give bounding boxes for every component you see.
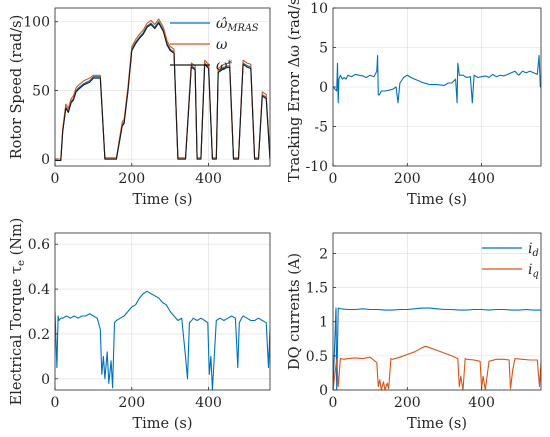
series-line-0 <box>55 21 270 162</box>
y-tick-label: 0 <box>41 372 50 388</box>
x-tick-label: 400 <box>195 171 222 187</box>
legend-entry: ω* <box>216 58 232 74</box>
y-tick-label: 0.2 <box>28 327 50 343</box>
y-tick-label: 1.5 <box>306 281 328 297</box>
y-tick-label: -10 <box>305 159 328 175</box>
legend-entry: ω̂MRAS <box>216 16 259 34</box>
series-line-0 <box>333 54 541 104</box>
y-tick-label: 50 <box>32 83 50 99</box>
plot-frame <box>54 232 271 391</box>
x-axis-label: Time (s) <box>132 192 192 208</box>
electrical-torque-panel: 0 200 400 0 0.2 0.4 0.6 Time (s) Electrical Torq… <box>9 218 271 432</box>
x-axis-label: Time (s) <box>407 192 467 208</box>
y-tick-label: 0.4 <box>28 282 50 298</box>
y-tick-label: 2 <box>319 246 328 262</box>
series-line-2 <box>55 22 270 162</box>
x-tick-label: 0 <box>51 171 60 187</box>
y-tick-label: 0 <box>41 152 50 168</box>
x-tick-label: 200 <box>394 171 421 187</box>
y-tick-label: 10 <box>310 1 328 17</box>
x-tick-label: 200 <box>118 171 145 187</box>
legend-entry: ω <box>216 37 228 53</box>
x-tick-label: 0 <box>329 171 338 187</box>
x-tick-label: 400 <box>468 395 495 411</box>
dq-currents-panel: 0 200 400 0 0.5 1 1.5 2 Time (s) DQ currents (A) i… <box>287 232 542 432</box>
y-tick-label: 5 <box>319 41 328 57</box>
y-axis-label: Rotor Speed (rad/s) <box>9 15 25 160</box>
y-tick-label: 0.5 <box>306 349 328 365</box>
x-tick-label: 200 <box>118 395 145 411</box>
series-line-0 <box>333 307 541 390</box>
y-tick-label: 100 <box>23 15 50 31</box>
x-axis-label: Time (s) <box>407 416 467 432</box>
series-line-1 <box>55 18 270 160</box>
legend-entry: iq <box>528 262 539 280</box>
plot-frame <box>54 7 271 167</box>
y-tick-label: -5 <box>314 120 328 136</box>
series-line-0 <box>55 290 270 390</box>
legend-entry: id <box>528 241 539 259</box>
y-axis-label: DQ currents (A) <box>287 253 303 370</box>
plot-frame <box>332 232 542 391</box>
x-tick-label: 400 <box>195 395 222 411</box>
x-tick-label: 0 <box>329 395 338 411</box>
y-tick-label: 0 <box>319 383 328 399</box>
y-axis-label: Tracking Error Δω (rad/s) <box>287 0 303 182</box>
y-tick-label: 0 <box>319 80 328 96</box>
x-tick-label: 0 <box>51 395 60 411</box>
tracking-error-panel: 0 200 400 -10 -5 0 5 10 Time (s) Tracking Error Δ… <box>287 0 542 208</box>
x-axis-label: Time (s) <box>132 416 192 432</box>
rotor-speed-panel: 0 200 400 0 50 100 Time (s) Rotor Speed (rad/s)… <box>9 7 271 208</box>
y-tick-label: 0.6 <box>28 237 50 253</box>
x-tick-label: 200 <box>394 395 421 411</box>
x-tick-label: 400 <box>468 171 495 187</box>
y-axis-label: Electrical Torque τe (Nm) <box>9 218 27 406</box>
series-line-1 <box>333 345 541 390</box>
y-tick-label: 1 <box>319 315 328 331</box>
